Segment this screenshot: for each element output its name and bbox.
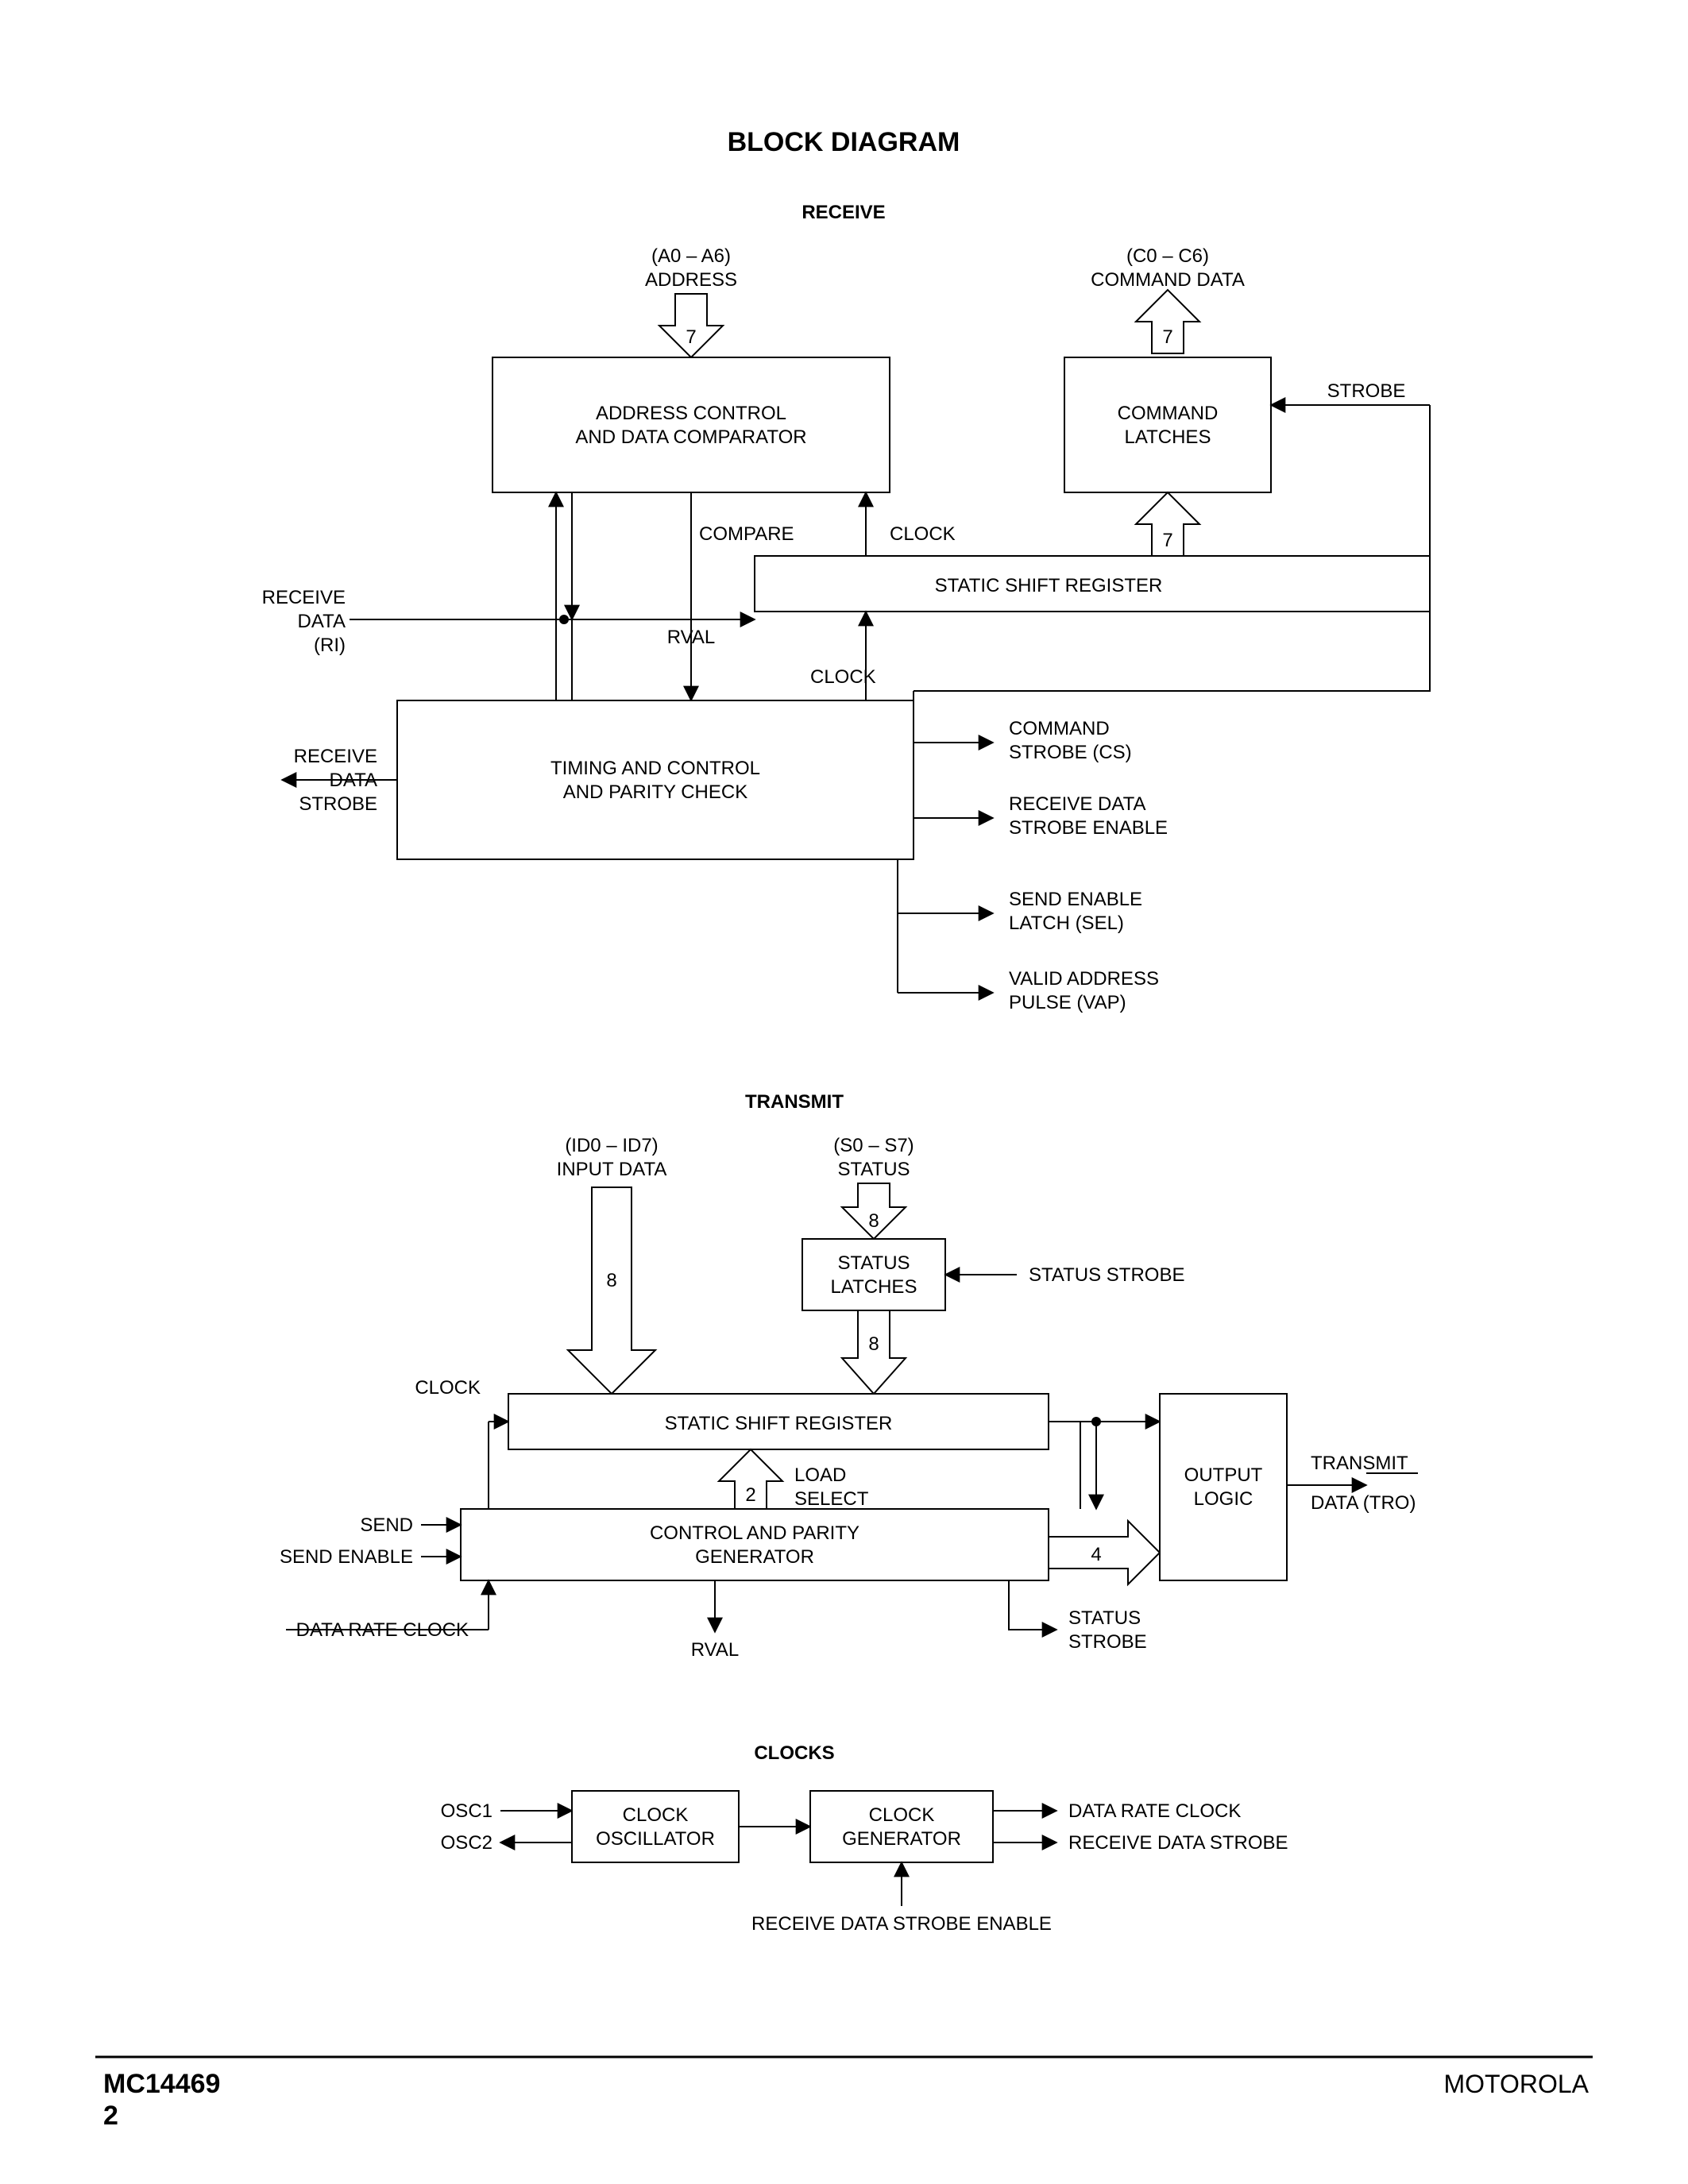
osc2-label: OSC2	[441, 1832, 492, 1854]
rval-label: RVAL	[667, 627, 715, 648]
tro-label-2: DATA (TRO)	[1311, 1492, 1416, 1514]
latches-to-ssr-width: 8	[868, 1333, 879, 1355]
command-bus-width: 7	[1162, 326, 1172, 348]
ssr-receive-label: STATIC SHIFT REGISTER	[935, 575, 1163, 596]
select-label: SELECT	[794, 1488, 869, 1510]
sel-label-2: LATCH (SEL)	[1009, 913, 1124, 934]
status-strobe-label: STATUS STROBE	[1029, 1264, 1184, 1286]
status-latches-box	[802, 1239, 945, 1310]
address-control-label-1: ADDRESS CONTROL	[596, 403, 786, 424]
footer-page-number: 2	[103, 2101, 118, 2131]
recv-strobe-label-3: STROBE	[299, 793, 377, 815]
recv-data-label-1: RECEIVE	[262, 587, 346, 608]
cpg-label-2: GENERATOR	[695, 1546, 814, 1568]
clock-osc-box	[572, 1791, 739, 1862]
input-data-width: 8	[606, 1270, 616, 1291]
command-latches-label-1: COMMAND	[1118, 403, 1219, 424]
recv-data-node	[559, 615, 569, 624]
section-transmit: TRANSMIT	[745, 1091, 844, 1113]
status-latches-label-2: LATCHES	[831, 1276, 917, 1298]
vap-label-1: VALID ADDRESS	[1009, 968, 1159, 990]
address-label: ADDRESS	[645, 269, 737, 291]
input-data-label: INPUT DATA	[557, 1159, 667, 1180]
command-data-label: COMMAND DATA	[1091, 269, 1245, 291]
address-bus-arrow	[659, 294, 723, 357]
status-strobe-out-2: STROBE	[1068, 1631, 1147, 1653]
gen-rds-label: RECEIVE DATA STROBE	[1068, 1832, 1288, 1854]
ssr-to-latches-width: 7	[1162, 530, 1172, 551]
send-enable-label: SEND ENABLE	[280, 1546, 413, 1568]
command-range-label: (C0 – C6)	[1126, 245, 1209, 267]
load-select-width: 2	[745, 1484, 755, 1506]
status-label: STATUS	[837, 1159, 910, 1180]
status-strobe-out-line	[1009, 1580, 1056, 1630]
vap-label-2: PULSE (VAP)	[1009, 992, 1126, 1013]
command-latches-label-2: LATCHES	[1125, 426, 1211, 448]
output-logic-box	[1160, 1394, 1287, 1580]
section-receive: RECEIVE	[802, 202, 885, 223]
section-clocks: CLOCKS	[754, 1742, 834, 1764]
rds-enable-label-2: STROBE ENABLE	[1009, 817, 1168, 839]
rds-enable-in-label: RECEIVE DATA STROBE ENABLE	[751, 1913, 1052, 1935]
status-range: (S0 – S7)	[833, 1135, 914, 1156]
send-label: SEND	[360, 1515, 413, 1536]
output-logic-label-1: OUTPUT	[1184, 1464, 1263, 1486]
output-logic-label-2: LOGIC	[1194, 1488, 1253, 1510]
status-latches-label-1: STATUS	[837, 1252, 910, 1274]
cmd-strobe-label-2: STROBE (CS)	[1009, 742, 1132, 763]
clock-label-1: CLOCK	[890, 523, 956, 545]
command-latches-box	[1064, 357, 1271, 492]
input-data-range: (ID0 – ID7)	[565, 1135, 658, 1156]
ssr-transmit-label: STATIC SHIFT REGISTER	[665, 1413, 893, 1434]
page-title: BLOCK DIAGRAM	[728, 127, 960, 157]
timing-control-label-2: AND PARITY CHECK	[563, 781, 748, 803]
cmd-strobe-label-1: COMMAND	[1009, 718, 1110, 739]
gen-drc-label: DATA RATE CLOCK	[1068, 1800, 1241, 1822]
clock-gen-label-2: GENERATOR	[842, 1828, 961, 1850]
address-control-label-2: AND DATA COMPARATOR	[575, 426, 806, 448]
tro-label-1: TRANSMIT	[1311, 1453, 1408, 1474]
footer-brand: MOTOROLA	[1443, 2070, 1589, 2098]
sel-label-1: SEND ENABLE	[1009, 889, 1142, 910]
cpg-to-output-width: 4	[1091, 1544, 1101, 1565]
tx-rval-label: RVAL	[691, 1639, 739, 1661]
address-control-box	[492, 357, 890, 492]
clock-osc-label-2: OSCILLATOR	[596, 1828, 715, 1850]
status-strobe-out-1: STATUS	[1068, 1607, 1141, 1629]
timing-control-label-1: TIMING AND CONTROL	[550, 758, 760, 779]
cpg-box	[461, 1509, 1049, 1580]
recv-data-label-3: (RI)	[314, 635, 346, 656]
recv-strobe-label-1: RECEIVE	[294, 746, 377, 767]
address-range-label: (A0 – A6)	[651, 245, 731, 267]
tx-clock-label: CLOCK	[415, 1377, 481, 1399]
osc1-label: OSC1	[441, 1800, 492, 1822]
strobe-label: STROBE	[1327, 380, 1406, 402]
clock-gen-label-1: CLOCK	[869, 1804, 935, 1826]
footer-part-number: MC14469	[103, 2069, 220, 2099]
address-bus-width: 7	[686, 326, 696, 348]
status-width: 8	[868, 1210, 879, 1232]
clock-label-2: CLOCK	[810, 666, 876, 688]
recv-data-label-2: DATA	[298, 611, 346, 632]
clock-osc-label-1: CLOCK	[623, 1804, 689, 1826]
compare-label: COMPARE	[699, 523, 794, 545]
clock-gen-box	[810, 1791, 993, 1862]
cpg-to-output-arrow	[1049, 1521, 1160, 1584]
timing-control-box	[397, 700, 914, 859]
rds-enable-label-1: RECEIVE DATA	[1009, 793, 1145, 815]
load-label: LOAD	[794, 1464, 846, 1486]
cpg-label-1: CONTROL AND PARITY	[650, 1522, 859, 1544]
